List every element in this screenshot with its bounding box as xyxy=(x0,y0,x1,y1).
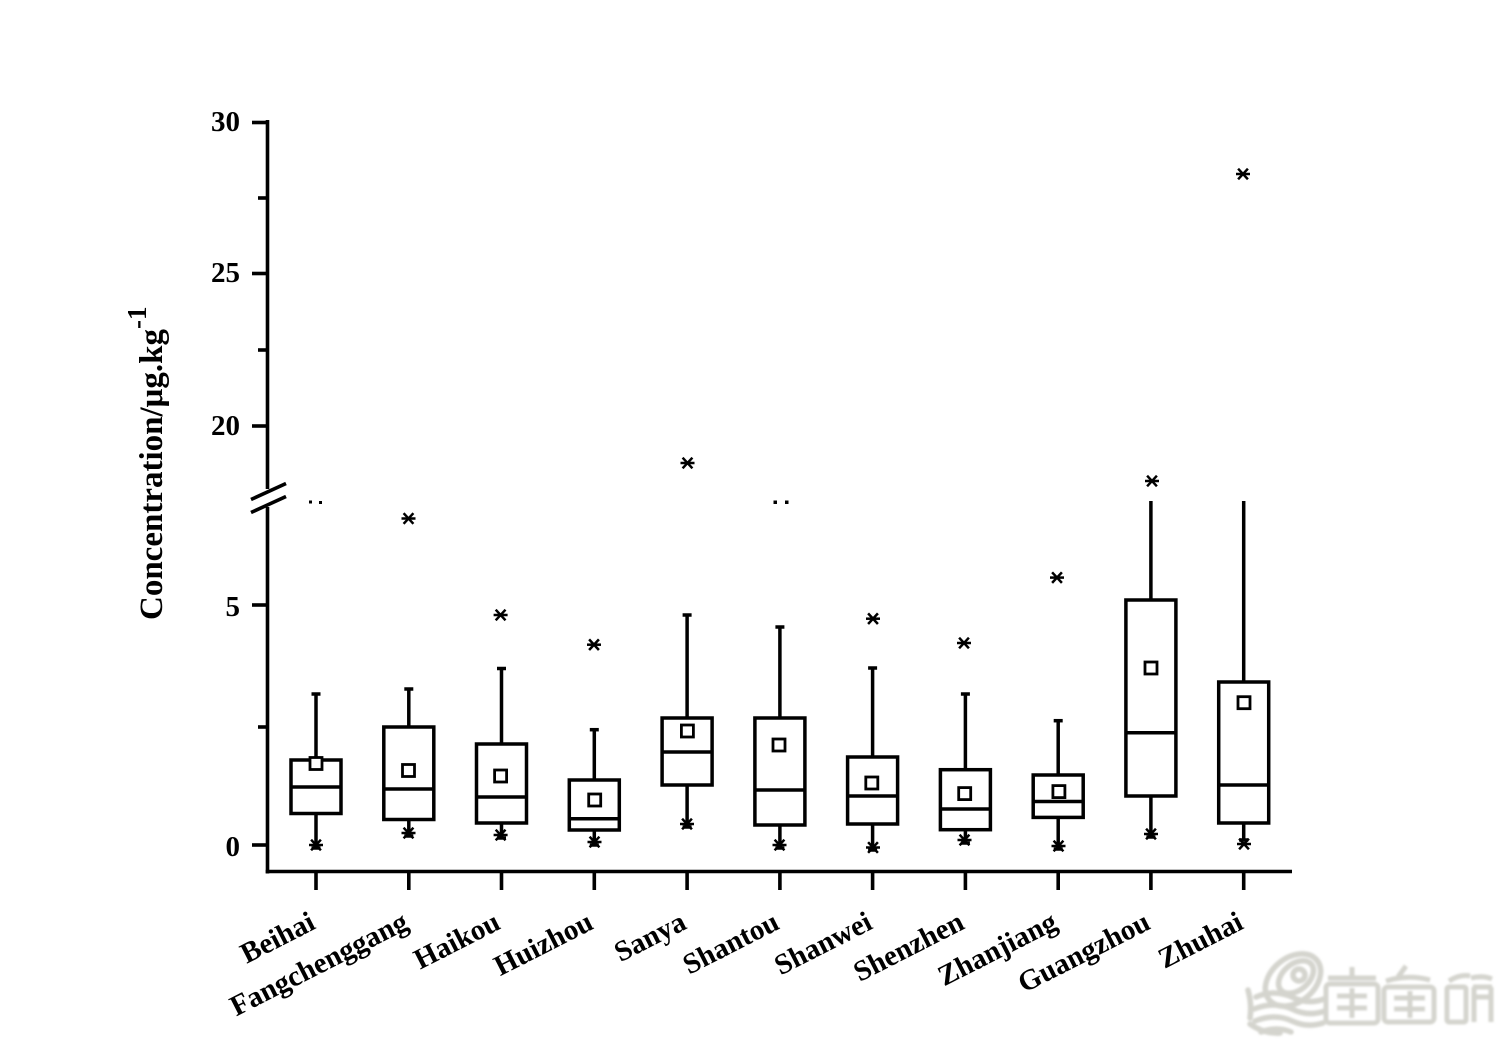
svg-text:0: 0 xyxy=(226,831,241,863)
svg-text:5: 5 xyxy=(226,591,241,623)
svg-text:20: 20 xyxy=(211,410,240,442)
svg-text:25: 25 xyxy=(211,257,240,289)
svg-text:30: 30 xyxy=(211,106,240,138)
